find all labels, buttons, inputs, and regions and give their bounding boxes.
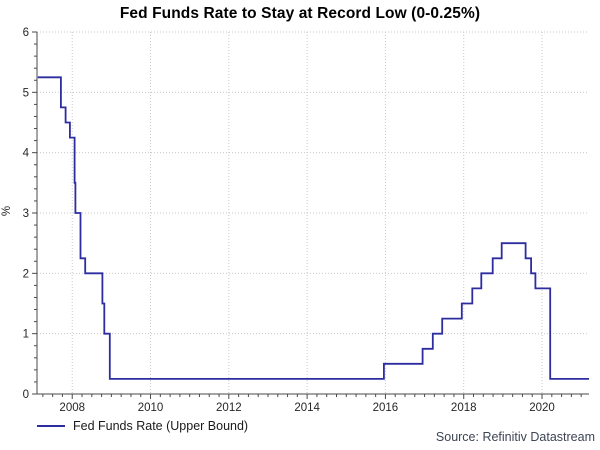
svg-text:2020: 2020 xyxy=(529,402,555,414)
source-note: Source: Refinitiv Datastream xyxy=(435,430,595,444)
gridlines xyxy=(37,31,589,394)
svg-text:0: 0 xyxy=(23,389,29,401)
series-lines xyxy=(37,76,589,380)
svg-text:1: 1 xyxy=(23,329,29,341)
svg-text:2010: 2010 xyxy=(138,402,164,414)
svg-text:5: 5 xyxy=(23,87,29,99)
svg-text:2014: 2014 xyxy=(294,402,320,414)
legend: Fed Funds Rate (Upper Bound) xyxy=(37,419,248,433)
tick-labels: 0 1 2 3 4 5 6 2008 2010 2012 2014 2016 2018 2020 xyxy=(23,27,555,414)
svg-text:2018: 2018 xyxy=(451,402,477,414)
svg-text:2008: 2008 xyxy=(59,402,85,414)
legend-line-swatch xyxy=(37,425,65,427)
fed-funds-rate-line xyxy=(37,76,589,380)
legend-label: Fed Funds Rate (Upper Bound) xyxy=(73,419,249,433)
svg-text:3: 3 xyxy=(23,208,29,220)
svg-text:6: 6 xyxy=(23,27,29,39)
y-axis-label: % xyxy=(1,205,14,217)
svg-text:2: 2 xyxy=(23,268,29,280)
axes-and-ticks xyxy=(32,31,589,399)
chart-title: Fed Funds Rate to Stay at Record Low (0-… xyxy=(119,5,481,22)
svg-text:2012: 2012 xyxy=(216,402,242,414)
svg-text:4: 4 xyxy=(23,148,30,160)
svg-text:2016: 2016 xyxy=(373,402,399,414)
